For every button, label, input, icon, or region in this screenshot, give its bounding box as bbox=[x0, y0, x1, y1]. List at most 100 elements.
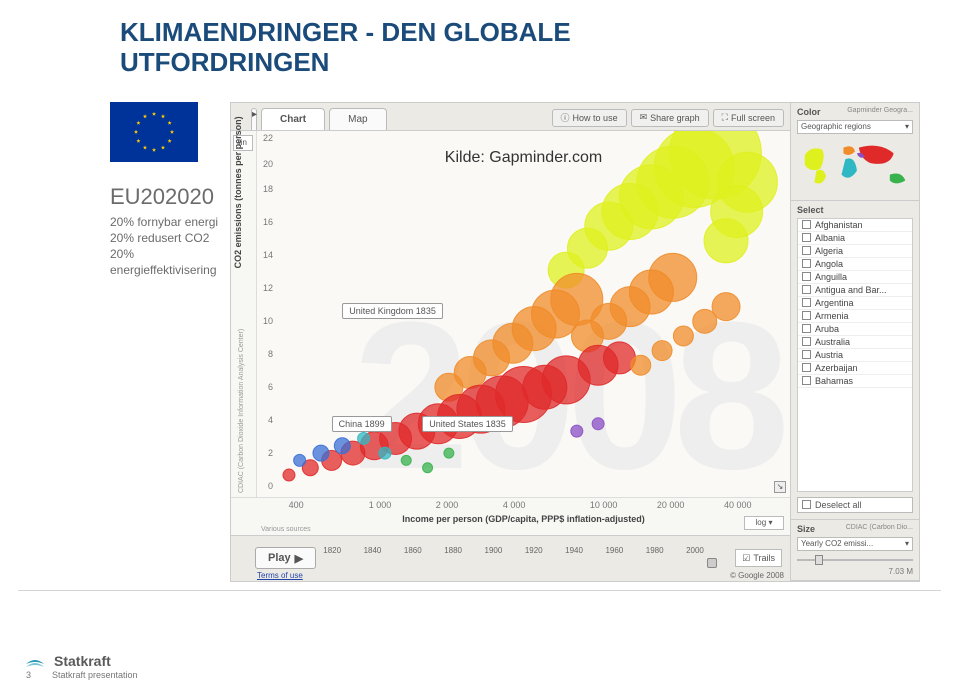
color-sub: Gapminder Geogra... bbox=[847, 107, 913, 114]
y-axis: lin CO2 emissions (tonnes per person) CD… bbox=[231, 131, 257, 497]
slide-title: KLIMAENDRINGER - DEN GLOBALE UTFORDRINGE… bbox=[0, 0, 959, 78]
y-tick: 16 bbox=[263, 217, 273, 227]
checkbox-icon bbox=[802, 298, 811, 307]
country-label: Angola bbox=[815, 259, 843, 269]
checkbox-icon bbox=[802, 272, 811, 281]
country-label: Afghanistan bbox=[815, 220, 863, 230]
timeline-tick: 2000 bbox=[686, 546, 704, 555]
country-label: Algeria bbox=[815, 246, 843, 256]
howto-button[interactable]: ⓘHow to use bbox=[552, 109, 627, 127]
size-slider[interactable] bbox=[797, 555, 913, 565]
country-label: Argentina bbox=[815, 298, 854, 308]
size-thumb[interactable] bbox=[815, 555, 823, 565]
x-tick: 2 000 bbox=[436, 500, 459, 510]
deselect-button[interactable]: Deselect all bbox=[797, 497, 913, 513]
timeline-slider[interactable]: 1820184018601880190019201940196019802000 bbox=[324, 544, 727, 572]
y-tick: 22 bbox=[263, 133, 273, 143]
x-tick: 20 000 bbox=[657, 500, 685, 510]
tab-chart[interactable]: Chart bbox=[261, 108, 325, 130]
footer-presentation: Statkraft presentation bbox=[52, 670, 138, 680]
statkraft-logo-icon bbox=[24, 650, 46, 672]
y-tick: 12 bbox=[263, 283, 273, 293]
callout-label: China 1899 bbox=[332, 416, 392, 432]
yaxis-collapse-icon[interactable]: ▸ bbox=[251, 108, 257, 130]
terms-link[interactable]: Terms of use bbox=[257, 571, 303, 580]
checkbox-icon bbox=[802, 324, 811, 333]
country-item[interactable]: Albania bbox=[798, 232, 912, 245]
left-column: EU202020 20% fornybar energi 20% reduser… bbox=[0, 102, 230, 582]
timeline-tick: 1980 bbox=[646, 546, 664, 555]
timeline-tick: 1880 bbox=[444, 546, 462, 555]
country-label: Aruba bbox=[815, 324, 839, 334]
world-map-legend[interactable] bbox=[797, 137, 913, 193]
timeline-tick: 1900 bbox=[485, 546, 503, 555]
timeline-tick: 1820 bbox=[323, 546, 341, 555]
share-button[interactable]: ✉Share graph bbox=[631, 109, 709, 127]
y-tick: 18 bbox=[263, 184, 273, 194]
country-label: Armenia bbox=[815, 311, 849, 321]
country-item[interactable]: Austria bbox=[798, 349, 912, 362]
country-list[interactable]: AfghanistanAlbaniaAlgeriaAngolaAnguillaA… bbox=[797, 218, 913, 492]
country-item[interactable]: Afghanistan bbox=[798, 219, 912, 232]
eu-heading: EU202020 bbox=[110, 184, 230, 210]
color-dropdown[interactable]: Geographic regions▾ bbox=[797, 120, 913, 134]
country-item[interactable]: Bahamas bbox=[798, 375, 912, 388]
country-item[interactable]: Australia bbox=[798, 336, 912, 349]
y-tick: 20 bbox=[263, 159, 273, 169]
x-axis-attribution: Various sources bbox=[261, 526, 311, 533]
tab-map[interactable]: Map bbox=[329, 108, 386, 130]
country-item[interactable]: Antigua and Bar... bbox=[798, 284, 912, 297]
country-item[interactable]: Anguilla bbox=[798, 271, 912, 284]
title-line1: KLIMAENDRINGER - DEN GLOBALE bbox=[120, 17, 571, 47]
country-label: Azerbaijan bbox=[815, 363, 858, 373]
y-tick: 10 bbox=[263, 316, 273, 326]
y-axis-attribution: CDIAC (Carbon Dioxide Information Analys… bbox=[238, 329, 245, 493]
country-label: Albania bbox=[815, 233, 845, 243]
info-icon: ⓘ bbox=[561, 111, 570, 124]
chart-row: lin CO2 emissions (tonnes per person) CD… bbox=[231, 131, 790, 497]
expand-icon[interactable]: ↘ bbox=[774, 481, 786, 493]
size-section: Size CDIAC (Carbon Dio... Yearly CO2 emi… bbox=[791, 520, 919, 581]
checkbox-icon bbox=[802, 233, 811, 242]
timeline-tick: 1920 bbox=[525, 546, 543, 555]
xscale-dropdown[interactable]: log ▾ bbox=[744, 516, 784, 530]
chevron-down-icon: ▾ bbox=[905, 121, 909, 133]
gapminder-toolbar: ▸ Chart Map ⓘHow to use ✉Share graph ⛶Fu… bbox=[231, 103, 790, 131]
country-item[interactable]: Algeria bbox=[798, 245, 912, 258]
country-item[interactable]: Argentina bbox=[798, 297, 912, 310]
copyright: © Google 2008 bbox=[730, 571, 784, 580]
callout-label: United Kingdom 1835 bbox=[342, 303, 443, 319]
checkbox-icon bbox=[802, 350, 811, 359]
checkbox-icon bbox=[802, 500, 811, 509]
eu-flag bbox=[110, 102, 198, 162]
fullscreen-button[interactable]: ⛶Full screen bbox=[713, 109, 784, 127]
country-label: Antigua and Bar... bbox=[815, 285, 887, 295]
gapminder-main: ▸ Chart Map ⓘHow to use ✉Share graph ⛶Fu… bbox=[231, 103, 791, 581]
play-button[interactable]: Play▶ bbox=[255, 547, 316, 569]
chart-plot[interactable]: 2008 0246810121416182022 Kilde: Gapminde… bbox=[257, 131, 790, 497]
checkbox-icon bbox=[802, 311, 811, 320]
country-label: Australia bbox=[815, 337, 850, 347]
color-heading: Color bbox=[797, 107, 821, 117]
country-item[interactable]: Aruba bbox=[798, 323, 912, 336]
timeline-handle[interactable] bbox=[707, 558, 717, 568]
size-dropdown[interactable]: Yearly CO2 emissi...▾ bbox=[797, 537, 913, 551]
select-heading: Select bbox=[797, 205, 913, 215]
mail-icon: ✉ bbox=[640, 112, 648, 123]
timeline-tick: 1960 bbox=[605, 546, 623, 555]
checkbox-icon bbox=[802, 363, 811, 372]
source-label: Kilde: Gapminder.com bbox=[445, 149, 602, 167]
footer-brand: Statkraft bbox=[54, 653, 111, 669]
select-section: Select Afghanistan Albania Algeria Angola An… bbox=[791, 201, 919, 520]
x-tick: 4 000 bbox=[503, 500, 526, 510]
checkbox-icon bbox=[802, 259, 811, 268]
x-tick: 40 000 bbox=[724, 500, 752, 510]
gapminder-widget: ▸ Chart Map ⓘHow to use ✉Share graph ⛶Fu… bbox=[230, 102, 920, 582]
size-sub: CDIAC (Carbon Dio... bbox=[846, 524, 913, 531]
country-item[interactable]: Armenia bbox=[798, 310, 912, 323]
country-item[interactable]: Angola bbox=[798, 258, 912, 271]
bubble-chart bbox=[257, 131, 790, 497]
country-item[interactable]: Azerbaijan bbox=[798, 362, 912, 375]
trails-toggle[interactable]: ☑Trails bbox=[735, 549, 782, 567]
y-tick: 2 bbox=[268, 448, 273, 458]
